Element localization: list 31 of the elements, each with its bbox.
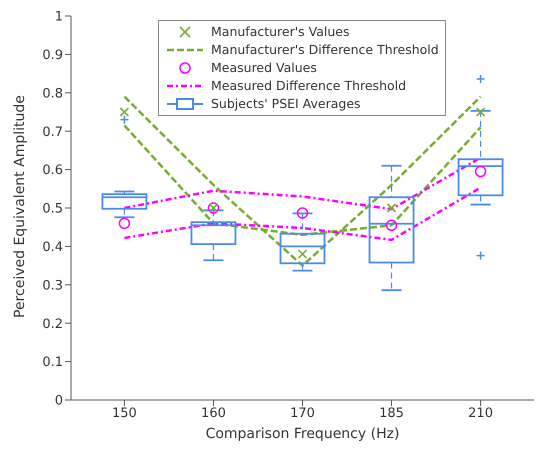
x-tick-label: 150 <box>112 406 137 422</box>
legend-label: Subjects' PSEI Averages <box>211 95 361 113</box>
point <box>476 107 486 117</box>
line-series <box>123 186 482 242</box>
x-tick-label: 210 <box>468 406 493 422</box>
y-axis-title: Perceived Equivalent Amplitude <box>12 95 28 318</box>
y-tick-label: 0.8 <box>42 86 63 102</box>
y-tick-label: 0 <box>54 394 63 409</box>
y-tick-label: 0.9 <box>42 48 63 64</box>
point <box>120 107 130 117</box>
y-tick-label: 0.1 <box>42 355 63 370</box>
x-tick-label: 170 <box>290 406 315 422</box>
y-tick-label: 0.5 <box>42 202 63 217</box>
x-tick-label: 160 <box>201 406 226 422</box>
y-tick-label: 0.6 <box>42 163 63 178</box>
x-tick-label: 185 <box>379 406 404 422</box>
point <box>386 220 398 232</box>
point <box>386 203 396 213</box>
point <box>118 218 130 230</box>
point <box>296 207 308 219</box>
legend-label: Manufacturer's Difference Threshold <box>211 41 439 59</box>
y-tick-label: 0.3 <box>42 278 63 294</box>
y-tick-label: 0.4 <box>42 240 63 256</box>
point <box>298 249 308 259</box>
y-tick-label: 0.7 <box>42 124 63 140</box>
legend-label: Manufacturer's Values <box>211 23 350 41</box>
legend-label: Measured Values <box>211 59 317 77</box>
y-tick-label: 1 <box>54 10 63 25</box>
x-axis-title: Comparison Frequency (Hz) <box>204 426 400 442</box>
y-tick-label: 0.2 <box>42 316 63 332</box>
legend-label: Measured Difference Threshold <box>211 77 406 95</box>
